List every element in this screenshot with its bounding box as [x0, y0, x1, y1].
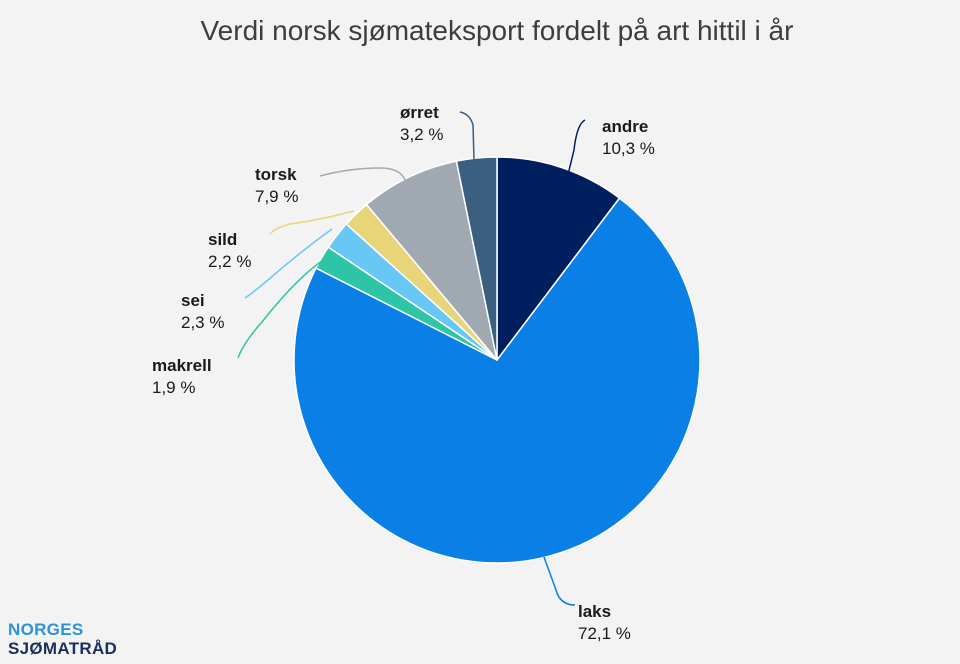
chart-title: Verdi norsk sjømateksport fordelt på art… — [201, 15, 794, 46]
pie-slice-torsk — [365, 160, 498, 361]
slice-label-value-andre: 10,3 % — [602, 139, 655, 158]
slice-label-name-andre: andre — [602, 117, 648, 136]
leader-line-andre — [561, 119, 586, 200]
slice-label-value-ørret: 3,2 % — [400, 125, 443, 144]
leader-line-laks — [543, 556, 576, 606]
leader-line-ørret — [459, 111, 475, 161]
slice-label-value-laks: 72,1 % — [578, 624, 631, 643]
slice-labels: andre 10,3 % laks 72,1 % makrell 1,9 % sei 2,3 … — [152, 103, 655, 643]
slice-label-value-makrell: 1,9 % — [152, 378, 195, 397]
logo-line-2: SJØMATRÅD — [8, 639, 118, 658]
slice-label-name-ørret: ørret — [400, 103, 439, 122]
pie-slices — [293, 156, 701, 564]
slice-label-name-sei: sei — [181, 291, 205, 310]
pie-slice-laks — [293, 197, 701, 564]
leader-line-torsk — [319, 167, 406, 181]
slice-label-value-sild: 2,2 % — [208, 252, 251, 271]
leader-line-makrell — [237, 259, 324, 359]
slice-label-value-sei: 2,3 % — [181, 313, 224, 332]
slice-label-name-sild: sild — [208, 230, 237, 249]
leader-line-sei — [244, 228, 333, 299]
slice-label-name-makrell: makrell — [152, 356, 212, 375]
pie-slice-ørret — [455, 156, 498, 361]
slice-label-name-laks: laks — [578, 602, 611, 621]
norges-sjomatrad-logo: NORGES SJØMATRÅD — [8, 620, 117, 658]
leader-lines — [237, 111, 586, 606]
leader-line-sild — [269, 210, 355, 235]
slice-label-value-torsk: 7,9 % — [255, 187, 298, 206]
logo-line-1: NORGES — [8, 620, 84, 639]
slice-label-name-torsk: torsk — [255, 165, 297, 184]
pie-slice-andre — [496, 156, 621, 361]
